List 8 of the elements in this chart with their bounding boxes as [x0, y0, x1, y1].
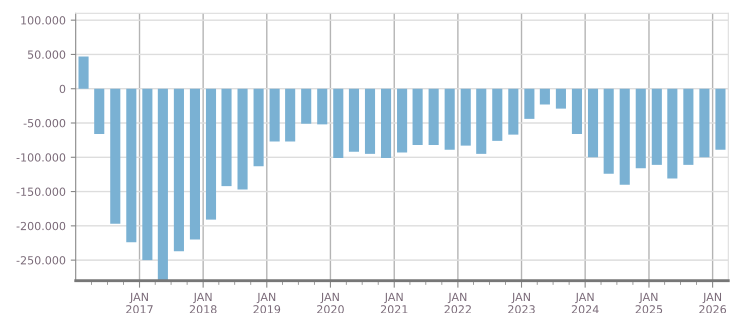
y-tick-label: -100.000 [16, 153, 66, 162]
y-tick-label: 50.000 [28, 50, 66, 59]
y-tick-label: 0 [60, 84, 66, 94]
y-tick-label: 100.000 [21, 16, 66, 25]
y-tick-label: -150.000 [16, 188, 66, 196]
y-tick-label: -200.000 [16, 222, 66, 230]
y-tick-label: -250.000 [16, 256, 66, 265]
y-tick-label: -50.000 [24, 118, 66, 128]
